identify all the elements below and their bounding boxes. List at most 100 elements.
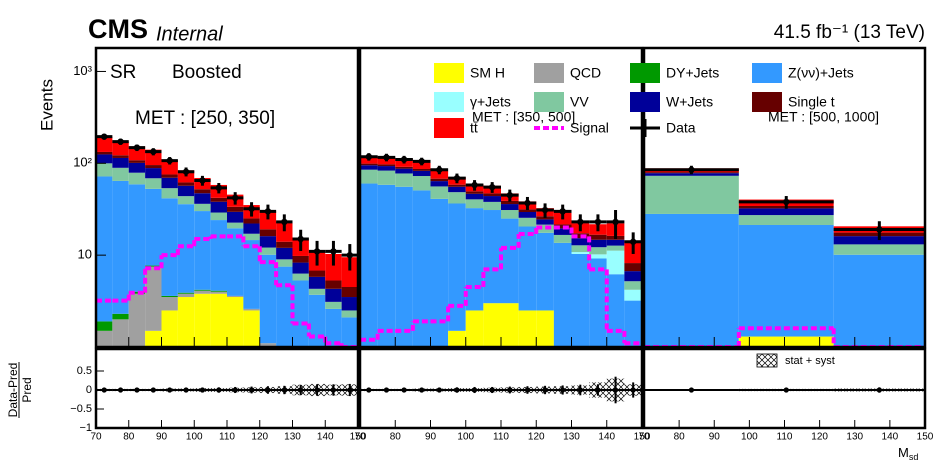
- stack-segment: [227, 211, 244, 223]
- stack-segment: [833, 236, 925, 245]
- stack-segment: [624, 263, 642, 272]
- stack-segment: [96, 163, 113, 177]
- stack-segment: [276, 259, 293, 267]
- band-legend-label: stat + syst: [785, 355, 835, 367]
- stack-segment: [96, 137, 113, 152]
- x-tick-label: 100: [457, 432, 474, 443]
- data-point: [577, 218, 584, 226]
- stack-segment: [243, 233, 260, 241]
- x-tick-label: 110: [493, 432, 509, 443]
- stack-segment: [96, 154, 113, 164]
- legend-label: Signal: [570, 120, 609, 136]
- data-point: [400, 156, 408, 163]
- stack-segment: [360, 183, 378, 347]
- stack-segment: [194, 289, 211, 291]
- x-tick-label: 150: [634, 432, 651, 443]
- stack-segment: [325, 308, 342, 347]
- stack-segment: [145, 178, 162, 189]
- stack-segment: [145, 165, 162, 169]
- data-point: [330, 248, 337, 255]
- data-point: [629, 238, 637, 245]
- met-label: MET : [500, 1000]: [768, 109, 879, 125]
- stack-segment: [112, 180, 129, 314]
- x-tick-label: 120: [528, 432, 545, 443]
- data-point: [783, 198, 790, 206]
- stack-segment: [833, 254, 925, 347]
- stack-segment: [325, 253, 342, 281]
- stack-segment: [465, 199, 484, 209]
- data-point: [471, 181, 478, 189]
- x-tick-label: 70: [354, 432, 366, 443]
- stack-segment: [553, 224, 572, 229]
- met-label: MET : [350, 500]: [472, 109, 575, 125]
- stack-segment: [412, 168, 431, 171]
- stack-segment: [430, 186, 449, 199]
- stack-segment: [448, 203, 466, 331]
- data-point: [383, 154, 390, 161]
- stack-segment: [128, 293, 146, 347]
- stack-segment: [448, 184, 466, 187]
- stack-segment: [292, 273, 309, 281]
- stack-segment: [177, 182, 195, 186]
- stack-segment: [501, 200, 519, 205]
- stack-segment: [448, 330, 466, 347]
- ratio-label-den: Pred: [20, 377, 34, 402]
- stack-segment: [210, 291, 227, 294]
- stack-segment: [325, 301, 342, 309]
- x-axis-label-main: M: [898, 445, 909, 460]
- stack-segment: [259, 343, 277, 347]
- met-label: MET : [250, 350]: [135, 108, 275, 129]
- stack-segment: [194, 203, 211, 212]
- stack-segment: [325, 288, 342, 302]
- stack-segment: [308, 294, 326, 347]
- data-point: [365, 153, 373, 160]
- stack-segment: [177, 196, 195, 205]
- stack-segment: [259, 247, 277, 255]
- stack-segment: [194, 290, 211, 294]
- stack-segment: [377, 164, 396, 167]
- ratio-y-tick-label: −1: [79, 422, 92, 434]
- stack-segment: [177, 204, 195, 293]
- stack-segment: [145, 330, 162, 347]
- x-tick-label: 150: [350, 432, 367, 443]
- stack-segment: [589, 247, 607, 255]
- data-point: [559, 208, 566, 215]
- stack-segment: [624, 271, 642, 282]
- data-point: [453, 174, 461, 182]
- stack-segment: [606, 245, 625, 251]
- stack-segment: [308, 288, 326, 295]
- stack-segment: [571, 238, 590, 246]
- stack-segment: [177, 185, 195, 197]
- stack-segment: [276, 221, 293, 242]
- stack-segment: [292, 262, 309, 274]
- data-point: [436, 166, 443, 173]
- x-axis-label-sub: sd: [909, 452, 919, 462]
- stack-segment: [292, 280, 309, 347]
- data-point: [488, 183, 496, 191]
- legend-swatch: [534, 63, 564, 83]
- stack-segment: [430, 178, 449, 182]
- stack-segment: [112, 157, 129, 168]
- legend-swatch: [434, 63, 464, 83]
- stack-segment: [589, 239, 607, 248]
- stack-segment: [536, 232, 554, 311]
- data-point: [612, 218, 619, 226]
- stack-segment: [624, 289, 642, 301]
- stack-segment: [377, 170, 396, 185]
- legend-swatch: [434, 92, 464, 112]
- ratio-y-tick-label: 0.5: [77, 365, 92, 377]
- legend-label: SM H: [470, 65, 505, 81]
- stack-segment: [210, 293, 227, 347]
- stack-segment: [360, 165, 378, 170]
- stack-segment: [501, 303, 519, 347]
- stack-segment: [145, 265, 162, 267]
- stack-segment: [518, 226, 537, 311]
- stack-segment: [276, 247, 293, 260]
- stack-segment: [738, 208, 834, 216]
- stack-segment: [227, 206, 244, 212]
- stack-segment: [644, 173, 739, 176]
- stack-segment: [377, 166, 396, 171]
- x-tick-label: 120: [251, 432, 268, 443]
- y-axis-label: Events: [37, 79, 56, 131]
